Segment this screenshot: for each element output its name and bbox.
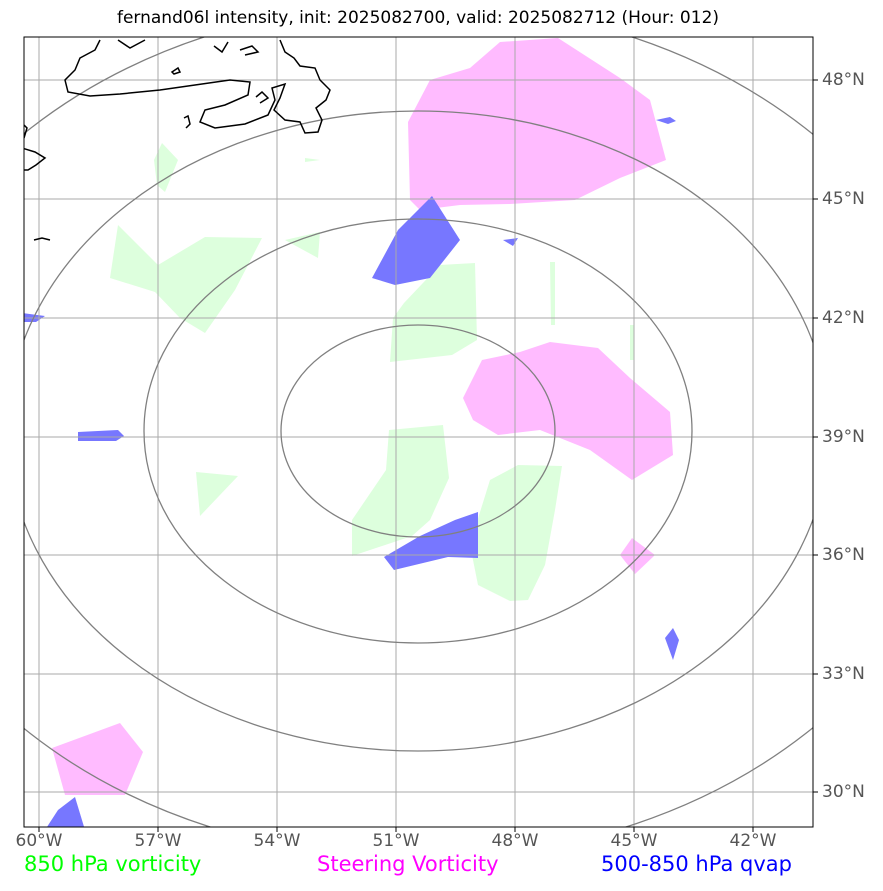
lat-tick-label: 33°N [822,664,865,684]
lon-tick-label: 42°W [729,831,777,851]
lat-tick-label: 45°N [822,189,865,209]
map-title: fernand06l intensity, init: 2025082700, … [116,8,720,28]
lon-tick-label: 45°W [610,831,658,851]
lon-tick-label: 54°W [253,831,301,851]
lat-tick-label: 42°N [822,308,865,328]
vorticity-850-shading [110,143,634,601]
lon-tick-label: 57°W [134,831,182,851]
range-rings [24,37,813,827]
legend-steering-vorticity: Steering Vorticity [317,852,499,876]
lat-tick-label: 39°N [822,427,865,447]
plot-frame [23,36,814,828]
tick-marks [38,79,818,832]
lon-tick-label: 60°W [15,831,63,851]
legend-qvap: 500-850 hPa qvap [601,852,792,876]
coastline [24,39,331,241]
lat-tick-label: 36°N [822,545,865,565]
lat-tick-label: 30°N [822,782,865,802]
lat-tick-label: 48°N [822,70,865,90]
qvap-shading [24,117,679,827]
lon-tick-label: 48°W [491,831,539,851]
steering-vorticity-shading [52,38,673,795]
legend-vorticity-850: 850 hPa vorticity [24,852,202,876]
graticule [24,37,813,827]
lon-tick-label: 51°W [372,831,420,851]
